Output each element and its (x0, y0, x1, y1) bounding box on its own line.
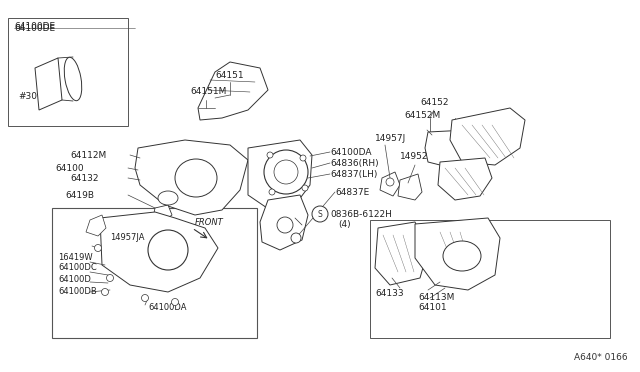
Polygon shape (398, 174, 422, 200)
Text: 64100: 64100 (55, 164, 84, 173)
Text: 14957J: 14957J (375, 134, 406, 142)
Text: 64152M: 64152M (404, 110, 440, 119)
Ellipse shape (64, 57, 82, 101)
Polygon shape (86, 215, 106, 236)
Circle shape (312, 206, 328, 222)
Bar (52, 208, 257, 338)
Text: 64837E: 64837E (335, 187, 369, 196)
Text: 64100DA: 64100DA (148, 304, 186, 312)
Circle shape (102, 289, 109, 295)
Text: 64101: 64101 (418, 304, 447, 312)
Text: 64151M: 64151M (190, 87, 227, 96)
Polygon shape (375, 222, 428, 285)
Text: #30: #30 (18, 92, 37, 100)
Text: FRONT: FRONT (195, 218, 224, 227)
Circle shape (277, 217, 293, 233)
Circle shape (106, 275, 113, 282)
Polygon shape (415, 218, 500, 290)
Text: 64100DE: 64100DE (14, 22, 55, 31)
Circle shape (267, 152, 273, 158)
Text: 64100DA: 64100DA (330, 148, 371, 157)
Polygon shape (135, 140, 248, 215)
Text: 64100D: 64100D (58, 276, 91, 285)
Circle shape (172, 298, 179, 305)
Polygon shape (100, 212, 218, 292)
Ellipse shape (175, 159, 217, 197)
Text: (4): (4) (338, 219, 351, 228)
Polygon shape (198, 62, 268, 120)
Ellipse shape (443, 241, 481, 271)
Text: S: S (317, 209, 323, 218)
Circle shape (95, 244, 102, 251)
Text: 16419W: 16419W (58, 253, 93, 263)
Polygon shape (248, 140, 312, 210)
Text: 64112M: 64112M (70, 151, 106, 160)
Ellipse shape (158, 191, 178, 205)
Circle shape (264, 150, 308, 194)
Polygon shape (380, 172, 400, 196)
Text: 64132: 64132 (70, 173, 99, 183)
Text: 14952: 14952 (400, 151, 429, 160)
Circle shape (386, 178, 394, 186)
Polygon shape (260, 195, 308, 250)
Circle shape (302, 185, 308, 191)
Polygon shape (450, 108, 525, 165)
Text: A640* 0166: A640* 0166 (574, 353, 628, 362)
Circle shape (291, 233, 301, 243)
Text: 64151: 64151 (215, 71, 244, 80)
Text: 14957JA: 14957JA (110, 232, 145, 241)
Polygon shape (425, 130, 470, 168)
Text: 64100DB: 64100DB (58, 288, 97, 296)
Polygon shape (35, 58, 62, 110)
Circle shape (269, 189, 275, 195)
Circle shape (274, 160, 298, 184)
Circle shape (141, 295, 148, 301)
Text: 64837(LH): 64837(LH) (330, 170, 378, 179)
Polygon shape (153, 205, 172, 220)
Text: 64113M: 64113M (418, 294, 454, 302)
Bar (8, 18, 128, 126)
Polygon shape (438, 158, 492, 200)
Bar (370, 220, 610, 338)
Circle shape (300, 155, 306, 161)
Text: 64836(RH): 64836(RH) (330, 158, 379, 167)
Text: 64152: 64152 (420, 97, 449, 106)
Text: 0836B-6122H: 0836B-6122H (330, 209, 392, 218)
Text: 64100DC: 64100DC (58, 263, 97, 273)
Text: 64100DE: 64100DE (14, 23, 55, 32)
Circle shape (148, 230, 188, 270)
Text: 64133: 64133 (375, 289, 404, 298)
Text: 6419B: 6419B (65, 190, 94, 199)
